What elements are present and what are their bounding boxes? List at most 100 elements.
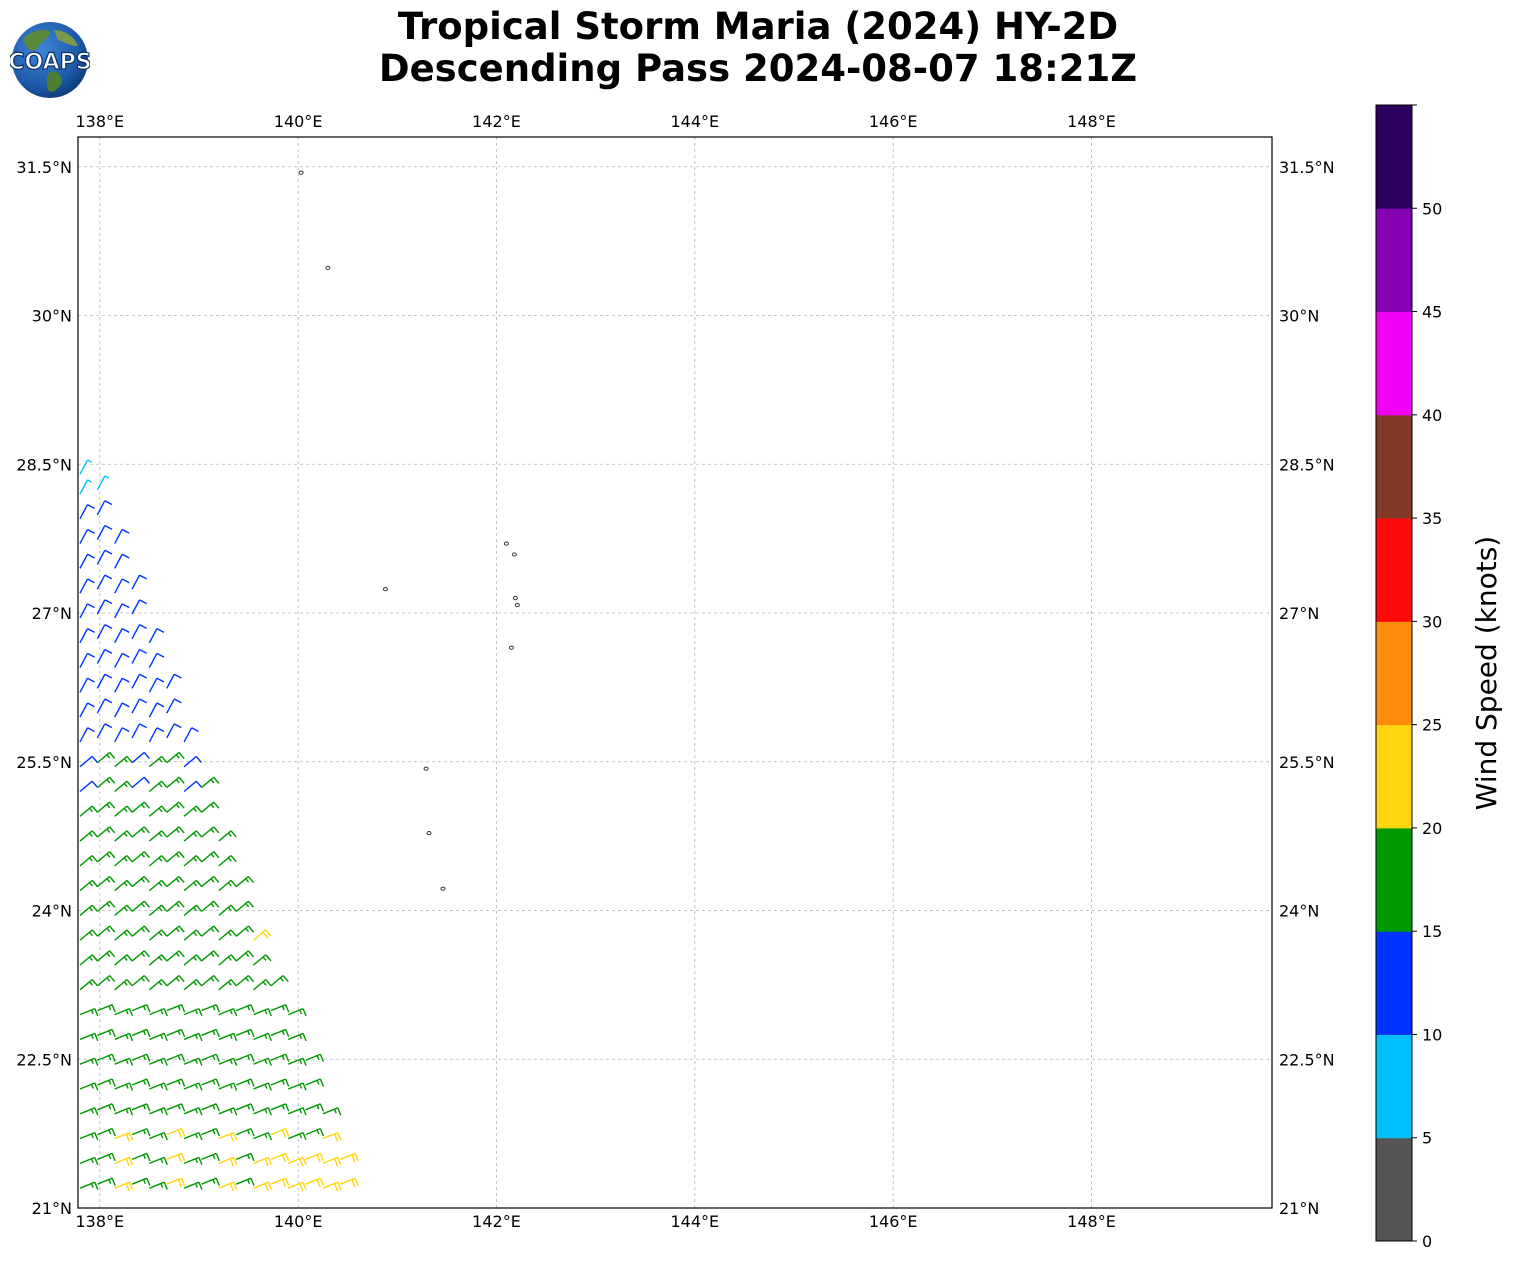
wind-barb [183, 855, 203, 867]
barb-feather [123, 906, 128, 912]
barb-feather [163, 1057, 168, 1066]
barb-feather [195, 1133, 199, 1139]
barb-feather [213, 900, 220, 908]
barb-feather [91, 979, 98, 987]
barb-staff [253, 1032, 269, 1041]
colorbar-bin [1376, 105, 1412, 209]
wind-barb [79, 1007, 99, 1017]
wind-barb [235, 925, 255, 937]
barb-feather [215, 1004, 220, 1013]
barb-feather [212, 1104, 216, 1110]
barb-feather [108, 1154, 112, 1160]
barb-staff [183, 1007, 200, 1016]
wind-barb [201, 875, 220, 888]
barb-staff [166, 1103, 182, 1111]
barb-feather [178, 875, 185, 883]
wind-barb [148, 628, 165, 644]
wind-barb [218, 1181, 238, 1192]
barb-feather [195, 979, 203, 987]
barb-feather [161, 879, 168, 887]
barb-feather [141, 828, 146, 833]
barb-feather [141, 977, 146, 982]
barb-feather [195, 1009, 199, 1015]
barb-staff [235, 950, 249, 962]
barb-feather [91, 805, 98, 813]
barb-staff [97, 1152, 113, 1161]
barb-feather [123, 832, 128, 837]
wind-barb [235, 1152, 255, 1162]
wind-barb [218, 1082, 238, 1091]
barb-feather [267, 1181, 273, 1190]
barb-feather [143, 900, 150, 908]
wind-barb [166, 723, 182, 739]
wind-barb [148, 677, 165, 693]
barb-feather [128, 1132, 134, 1141]
barb-feather [111, 1029, 116, 1038]
barb-feather [233, 1157, 238, 1166]
map-tick-labels: 138°E 138°E 140°E 140°E 142°E 142°E 144°E 144°E… [16, 112, 1334, 1231]
colorbar-frame [1375, 104, 1413, 1242]
wind-barb [79, 528, 95, 544]
barb-feather [198, 1008, 203, 1017]
barb-feather [177, 1005, 181, 1011]
barb-feather [245, 903, 250, 908]
barb-feather [163, 1008, 168, 1017]
barb-staff [166, 1028, 182, 1037]
barb-feather [230, 904, 237, 912]
colorbar-tick-label: 30 [1422, 612, 1442, 631]
wind-barb [287, 1007, 307, 1017]
barb-feather [299, 1059, 303, 1064]
wind-barb [96, 851, 116, 863]
wind-barb [97, 1004, 116, 1013]
wind-barb [201, 1053, 220, 1062]
barb-staff [253, 1007, 269, 1016]
lon-tick-label: 142°E [472, 1212, 521, 1231]
barb-staff [114, 929, 128, 941]
wind-barb [97, 1053, 116, 1062]
barb-feather [281, 1129, 287, 1138]
wind-barb [96, 776, 116, 789]
barb-feather [262, 931, 269, 939]
barb-feather [210, 927, 215, 933]
wind-barb [166, 1127, 186, 1138]
barb-staff [287, 1032, 304, 1041]
barb-feather [141, 878, 146, 883]
barb-feather [247, 975, 255, 983]
wind-barb [166, 925, 185, 937]
barb-feather [267, 1057, 273, 1066]
barb-feather [108, 1080, 112, 1085]
barb-feather [104, 475, 110, 479]
barb-staff [148, 653, 158, 668]
barb-feather [195, 780, 203, 788]
lon-tick-label: 148°E [1067, 1212, 1116, 1231]
barb-feather [90, 1059, 94, 1064]
barb-staff [270, 1078, 286, 1086]
barb-staff [253, 1057, 269, 1065]
wind-barb [201, 801, 220, 813]
barb-feather [212, 1030, 216, 1036]
barb-staff [183, 1057, 200, 1065]
wind-barb [96, 673, 113, 689]
barb-staff [114, 1057, 130, 1065]
barb-feather [264, 1009, 268, 1015]
barb-feather [195, 904, 203, 912]
barb-staff [218, 1057, 234, 1065]
barb-feather [87, 504, 95, 510]
wind-barb [97, 1078, 116, 1087]
barb-feather [337, 1157, 342, 1166]
barb-feather [143, 851, 150, 859]
wind-barb [270, 1152, 290, 1163]
barb-staff [96, 475, 106, 491]
barb-feather [267, 1033, 273, 1042]
barb-staff [114, 553, 123, 569]
barb-feather [302, 1107, 307, 1116]
barb-feather [160, 1183, 164, 1188]
wind-barb [131, 1078, 151, 1087]
wind-barb [96, 475, 110, 491]
barb-staff [79, 628, 89, 644]
barb-feather [139, 574, 147, 580]
lon-tick-label: 138°E [75, 112, 124, 131]
barb-feather [177, 1129, 182, 1138]
wind-barb [166, 1177, 186, 1188]
barb-staff [79, 653, 89, 668]
